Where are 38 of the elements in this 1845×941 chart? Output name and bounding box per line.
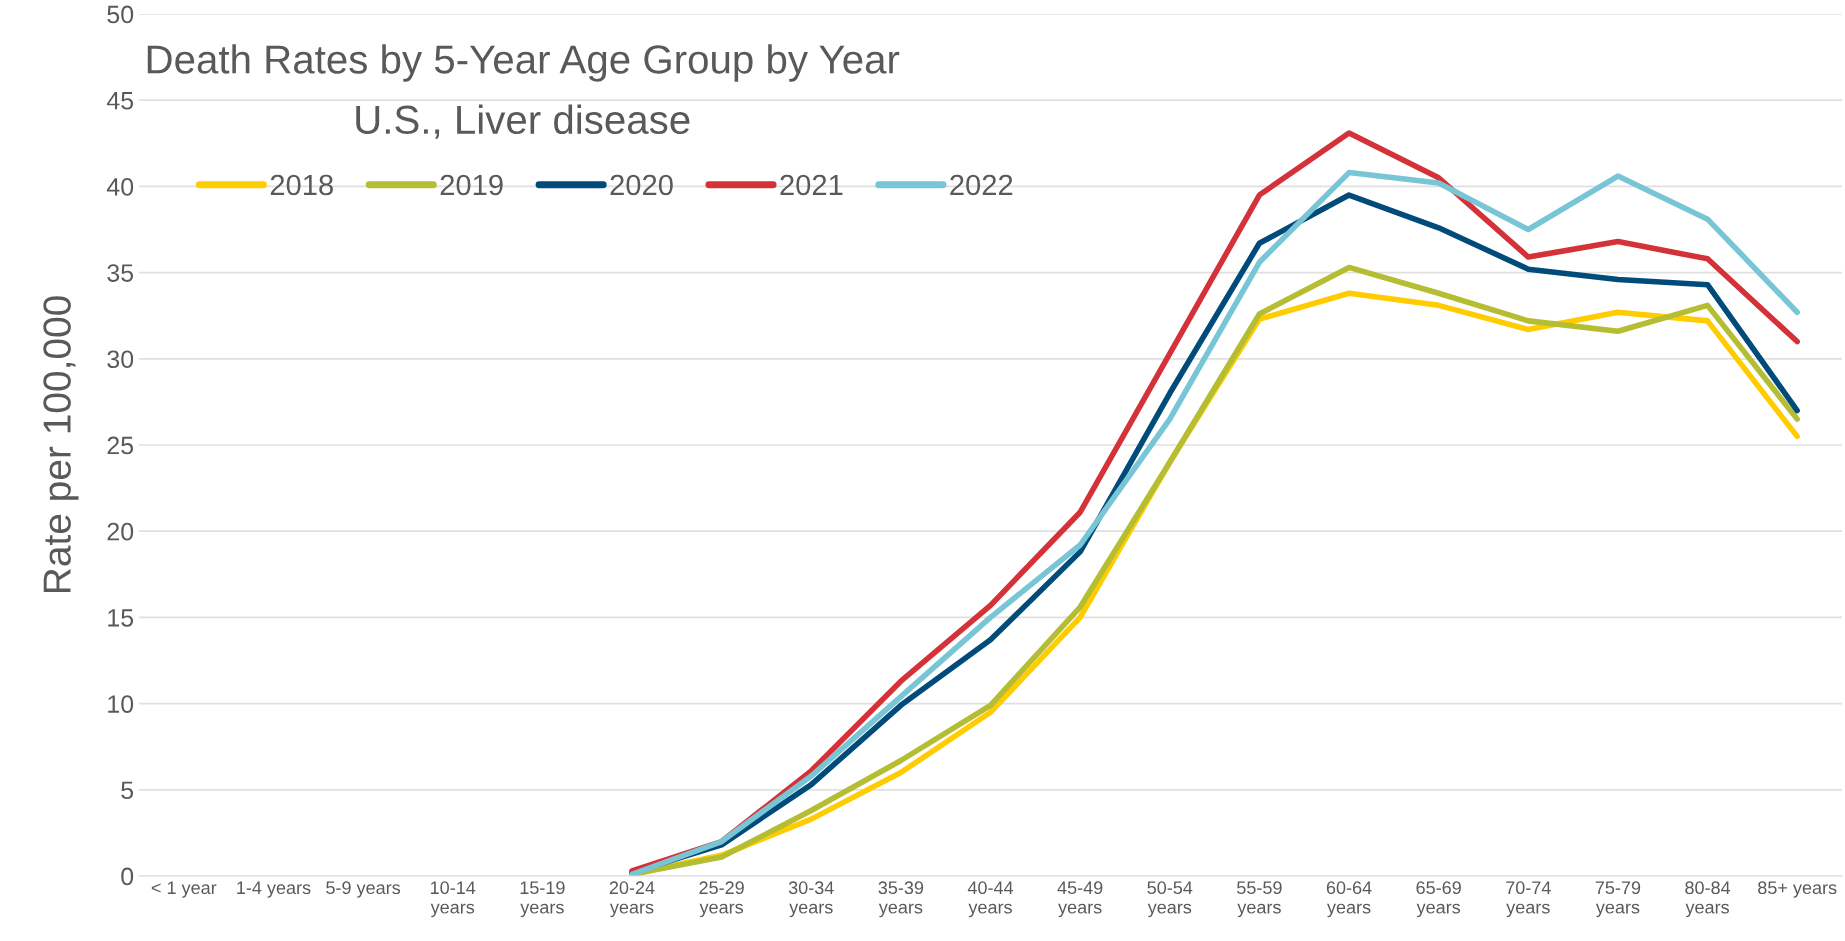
x-tick-label: 65-69 years	[1416, 881, 1461, 918]
x-tick-label: 1-4 years	[237, 881, 311, 898]
legend-label: 2021	[780, 174, 843, 196]
y-tick-label: 30	[107, 350, 134, 369]
x-tick-label: 80-84 years	[1685, 881, 1731, 918]
legend-label: 2018	[270, 174, 333, 196]
legend-label: 2019	[440, 174, 503, 196]
y-axis-title: Rate per 100,000	[43, 296, 79, 593]
x-tick-label: 75-79 years	[1595, 881, 1641, 918]
x-tick-label: 15-19 years	[520, 881, 565, 918]
x-tick-label: 10-14 years	[430, 881, 476, 918]
y-tick-label: 50	[107, 5, 134, 24]
text: Death Rates by 5-Year Age Group by Year	[147, 44, 900, 82]
x-tick-label: < 1 year	[151, 881, 217, 898]
y-tick-label: 0	[121, 867, 134, 886]
x-tick-label: 40-44 years	[967, 881, 1014, 918]
x-tick-label: 30-34 years	[788, 881, 834, 918]
legend-label: 2022	[950, 174, 1013, 196]
x-tick-label: 45-49 years	[1057, 881, 1103, 918]
legend-label: 2020	[610, 174, 673, 196]
x-tick-label: 60-64 years	[1326, 881, 1372, 918]
y-tick-label: 20	[107, 522, 134, 541]
x-tick-label: 35-39 years	[878, 881, 924, 918]
x-tick-label: 70-74 years	[1506, 881, 1551, 918]
x-tick-label: 55-59 years	[1237, 881, 1282, 918]
y-tick-label: 40	[106, 178, 134, 196]
text: U.S., Liver disease	[356, 104, 690, 139]
y-tick-label: 5	[121, 781, 134, 800]
x-tick-label: 50-54 years	[1147, 881, 1193, 918]
x-tick-label: 20-24 years	[609, 881, 655, 918]
x-tick-label: 85+ years	[1758, 881, 1837, 898]
y-tick-label: 45	[106, 92, 134, 110]
x-tick-label: 5-9 years	[326, 881, 401, 898]
x-tick-label: 25-29 years	[699, 881, 744, 918]
y-tick-label: 10	[108, 695, 134, 713]
y-tick-label: 25	[107, 436, 134, 455]
y-tick-label: 15	[108, 609, 134, 627]
y-tick-label: 35	[107, 264, 134, 282]
